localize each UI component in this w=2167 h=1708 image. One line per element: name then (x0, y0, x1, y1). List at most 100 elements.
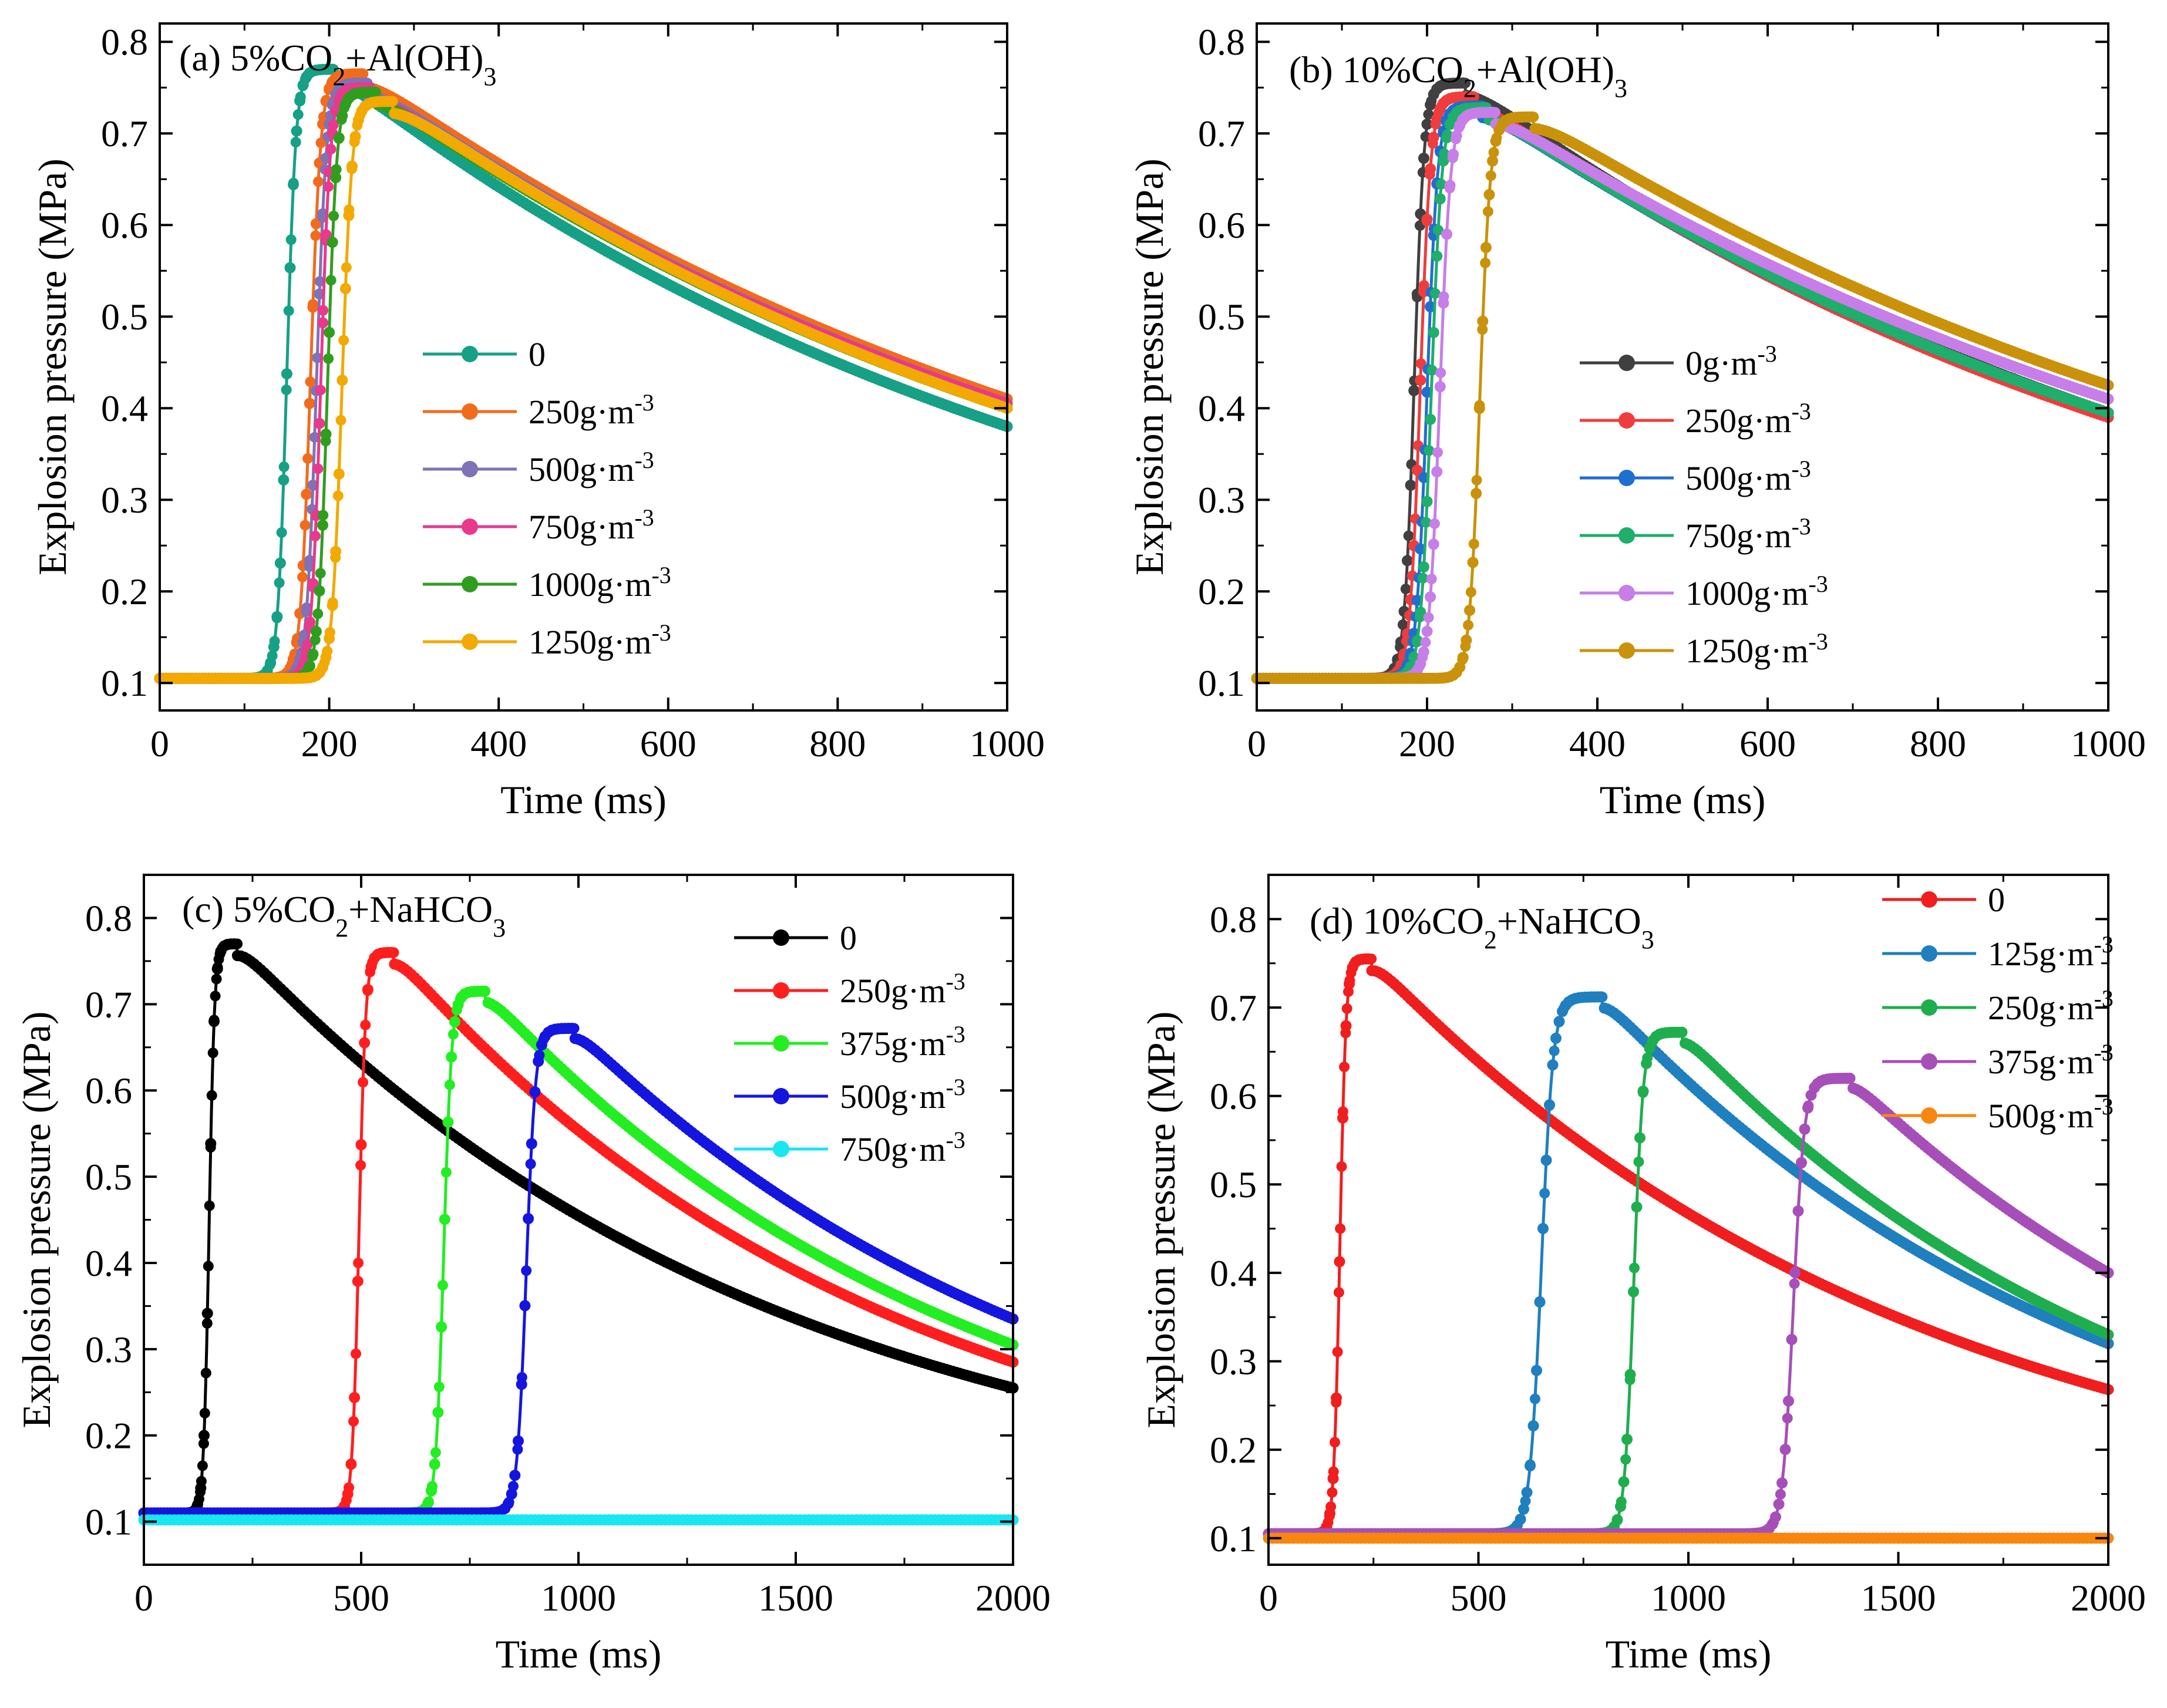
marker (324, 326, 335, 338)
marker (269, 636, 280, 646)
marker (304, 397, 315, 409)
marker (1403, 530, 1414, 541)
marker (341, 1495, 352, 1506)
marker (297, 571, 308, 582)
y-tick-label: 0.3 (1198, 479, 1245, 521)
marker (1426, 574, 1437, 585)
marker (312, 352, 323, 363)
marker (1424, 169, 1435, 180)
y-tick-label: 0.1 (101, 662, 148, 704)
marker (1444, 183, 1455, 194)
marker (388, 947, 399, 958)
marker (1415, 375, 1426, 386)
marker (305, 376, 316, 388)
marker (1417, 652, 1428, 663)
y-tick-label: 0.1 (1198, 662, 1245, 704)
legend-marker (462, 346, 478, 362)
y-tick-label: 0.2 (101, 571, 148, 612)
marker (314, 417, 325, 429)
marker (278, 461, 290, 472)
marker (278, 474, 290, 486)
marker (1485, 170, 1496, 181)
marker (317, 519, 328, 531)
marker (304, 561, 315, 572)
marker (509, 1470, 521, 1481)
marker (291, 125, 302, 137)
marker (436, 1321, 447, 1333)
legend-label: 1000g·m-3 (1685, 571, 1828, 613)
marker (440, 1167, 452, 1178)
marker (200, 1367, 211, 1379)
legend-label: 1250g·m-3 (529, 619, 671, 662)
marker (523, 1213, 534, 1224)
marker (338, 335, 349, 346)
y-tick-label: 0.2 (1198, 571, 1245, 612)
marker (196, 1475, 207, 1487)
marker (360, 1019, 371, 1030)
marker (359, 1037, 371, 1049)
marker (1435, 367, 1446, 378)
marker (208, 1015, 220, 1026)
panel-a: 0 200 400 600 800 10000.10.20.30.40.50.60.70.… (30, 21, 1045, 822)
legend-label: 1000g·m-3 (529, 562, 671, 604)
marker (1420, 636, 1431, 648)
marker (351, 1348, 361, 1359)
marker (432, 1407, 444, 1418)
legend-marker (1618, 412, 1635, 429)
marker (206, 1090, 217, 1101)
marker (358, 68, 369, 79)
marker (1488, 147, 1499, 158)
legend-marker (462, 518, 478, 535)
x-axis-title: Time (ms) (500, 777, 667, 822)
marker (1463, 619, 1474, 631)
marker (1451, 133, 1461, 144)
marker (199, 1407, 210, 1419)
marker (1482, 206, 1493, 217)
x-tick-label: 0 (1247, 723, 1266, 764)
marker (288, 177, 299, 188)
marker (344, 1482, 354, 1493)
legend-marker (1618, 355, 1635, 371)
marker (310, 230, 321, 241)
marker (325, 144, 337, 154)
marker (211, 973, 222, 985)
y-tick-label: 0.3 (101, 479, 148, 521)
marker (349, 136, 360, 147)
marker (1467, 557, 1479, 568)
marker (1471, 474, 1482, 486)
marker (210, 991, 221, 1002)
marker (327, 597, 338, 608)
legend-marker (1618, 585, 1635, 601)
marker (312, 608, 324, 619)
marker (479, 986, 490, 997)
marker (323, 181, 334, 192)
marker (304, 660, 315, 671)
marker (281, 368, 292, 380)
marker (1428, 326, 1439, 338)
marker (301, 602, 312, 613)
marker (1483, 189, 1495, 200)
legend-marker (1618, 470, 1635, 486)
marker (353, 1258, 364, 1268)
marker (318, 305, 329, 316)
marker (295, 92, 306, 102)
marker (314, 585, 325, 597)
marker (433, 1382, 445, 1393)
y-tick-label: 0.8 (1198, 21, 1245, 63)
marker (312, 463, 324, 474)
x-tick-label: 600 (640, 723, 696, 764)
marker (319, 657, 330, 668)
x-tick-label: 400 (1569, 723, 1626, 764)
marker (1421, 496, 1433, 507)
marker (1418, 153, 1429, 164)
marker (339, 283, 351, 294)
marker (1457, 654, 1468, 665)
marker (439, 1214, 450, 1225)
x-tick-label: 1000 (970, 723, 1045, 764)
marker (352, 1275, 364, 1287)
y-tick-label: 0.6 (101, 204, 148, 246)
marker (309, 634, 321, 645)
marker (1490, 107, 1500, 118)
marker (307, 651, 318, 662)
